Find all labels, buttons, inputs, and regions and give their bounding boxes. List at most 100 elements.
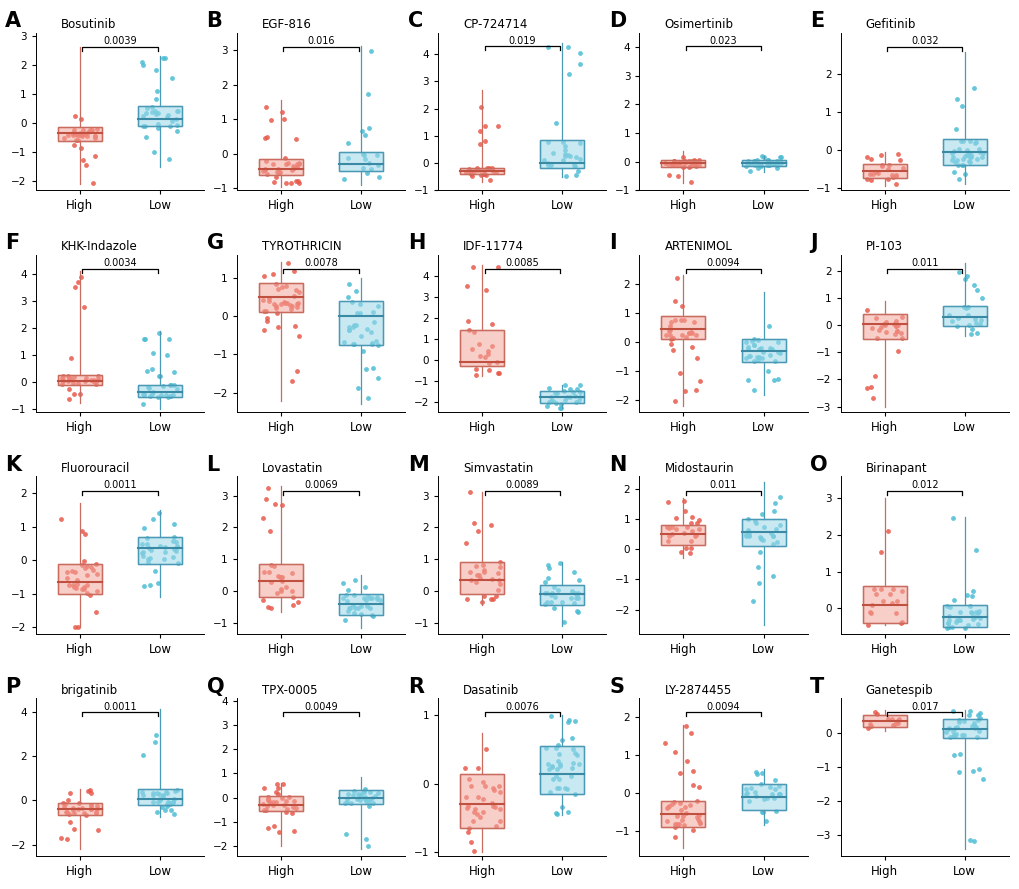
Point [571,392,587,406]
Point [737,334,753,348]
Point [750,341,766,356]
Point [666,830,683,845]
Point [275,797,291,812]
Point [73,557,90,572]
Point [278,279,294,293]
Point [868,707,884,721]
Point [887,169,903,183]
Point [675,312,691,326]
Point [872,158,889,172]
Point [946,727,962,741]
Point [72,112,89,126]
Point [74,123,91,137]
Point [477,350,493,364]
Bar [259,797,303,811]
Point [947,615,963,629]
Point [83,799,99,813]
Point [874,595,891,609]
Point [938,599,955,613]
Point [564,756,580,770]
Point [279,255,296,269]
Text: 0.0078: 0.0078 [304,258,337,268]
Point [263,574,279,589]
Point [75,805,92,820]
Point [955,714,971,728]
Point [770,788,787,802]
Point [363,162,379,176]
Point [269,787,285,801]
Point [957,301,973,316]
Point [170,104,186,118]
Point [268,301,284,316]
Point [689,516,705,530]
Point [82,782,98,797]
Point [767,522,784,536]
Point [139,130,155,144]
Point [144,100,160,114]
Point [334,591,351,605]
Point [561,148,578,163]
Point [959,308,975,322]
Point [69,132,86,147]
Point [659,156,676,171]
Point [157,540,173,554]
Point [159,797,175,812]
Point [265,795,281,809]
Point [660,168,677,182]
Point [273,498,289,512]
Point [359,599,375,613]
Point [356,148,372,163]
Point [964,612,980,626]
Point [960,154,976,168]
Point [549,582,566,597]
Point [542,158,558,172]
Point [164,70,180,84]
Point [759,153,775,167]
Text: N: N [608,455,626,475]
Point [879,712,896,726]
Point [274,573,290,588]
Point [737,782,753,797]
Point [345,605,362,620]
Point [550,781,567,795]
Point [287,283,304,297]
Point [348,306,365,320]
Point [744,594,760,608]
Point [891,712,907,726]
Point [880,587,897,601]
Point [883,168,900,182]
Point [889,713,905,727]
Point [368,334,384,348]
Point [660,521,677,535]
Point [966,721,982,735]
Point [549,754,566,768]
Point [751,349,767,364]
Point [289,296,306,310]
Point [265,798,281,813]
Point [339,136,356,150]
Point [772,149,789,164]
Point [89,799,105,813]
Text: J: J [809,233,817,253]
Text: 0.0094: 0.0094 [706,701,740,712]
Point [949,311,965,325]
Point [358,792,374,806]
Point [478,168,494,182]
Point [468,575,484,589]
Point [963,322,979,336]
Point [944,314,960,328]
Point [958,268,974,283]
Point [685,153,701,167]
Point [490,365,506,380]
Text: G: G [207,233,223,253]
Point [61,370,77,384]
Point [876,317,893,332]
Point [461,163,477,177]
Point [462,167,478,181]
Point [273,105,289,119]
Point [369,157,385,172]
Point [883,582,900,597]
Text: brigatinib: brigatinib [61,685,118,697]
Point [954,157,970,172]
Point [74,152,91,166]
